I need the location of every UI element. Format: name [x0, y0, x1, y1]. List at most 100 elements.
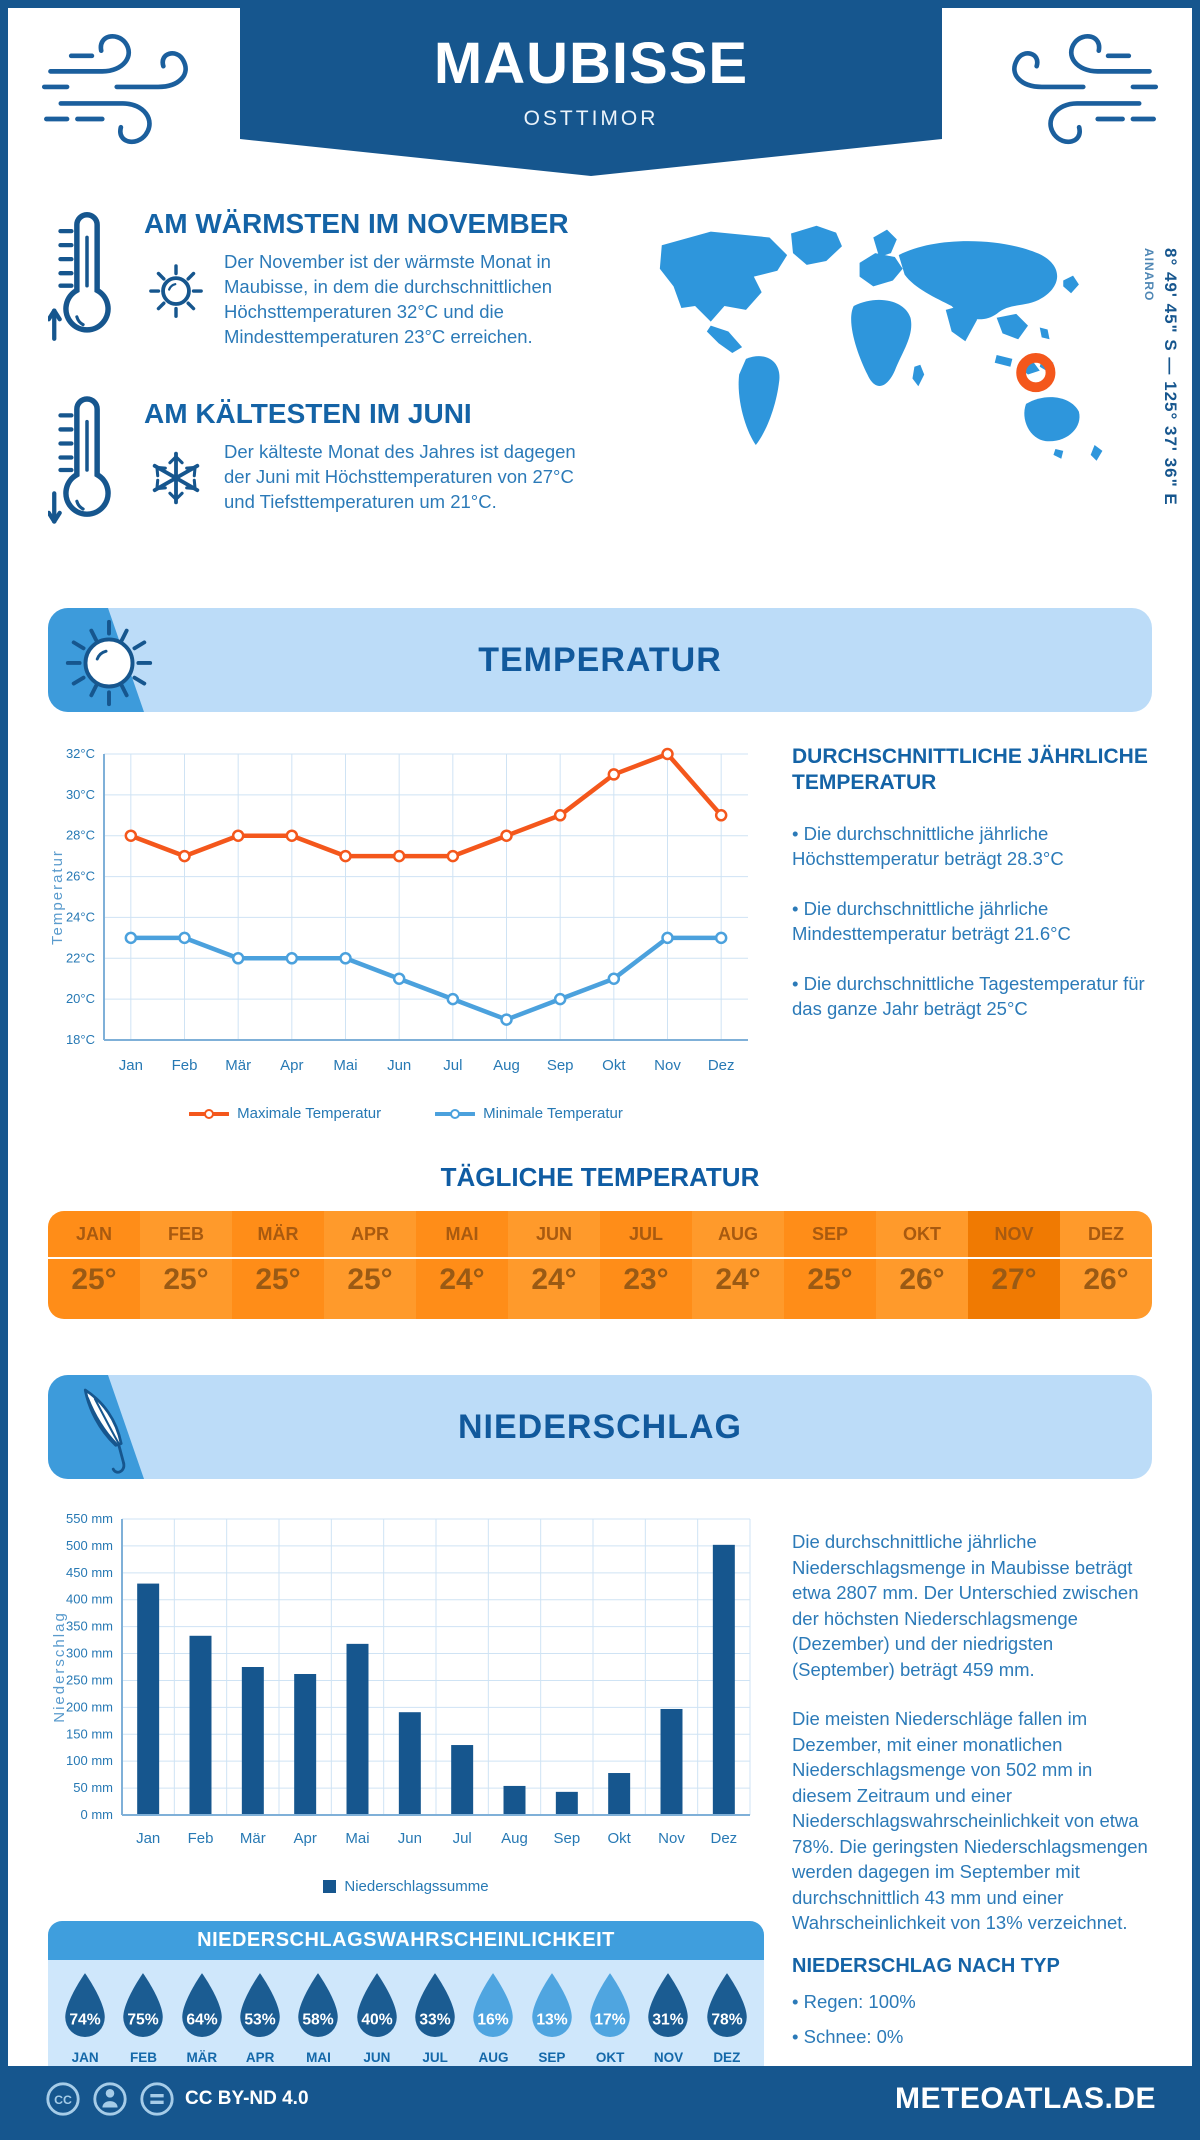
svg-text:300 mm: 300 mm — [66, 1646, 113, 1661]
daily-temp-value: 25° — [347, 1263, 393, 1296]
precipitation-probability-box: NIEDERSCHLAGSWAHRSCHEINLICHKEIT 74% JAN 75… — [48, 1921, 764, 2079]
svg-text:58%: 58% — [303, 2011, 334, 2028]
svg-text:Nov: Nov — [658, 1830, 685, 1847]
cc-icon: CC — [46, 2082, 80, 2116]
svg-text:500 mm: 500 mm — [66, 1538, 113, 1553]
svg-text:Mär: Mär — [240, 1830, 266, 1847]
temperature-banner: TEMPERATUR — [48, 608, 1152, 712]
precipitation-banner: NIEDERSCHLAG — [48, 1375, 1152, 1479]
svg-text:50 mm: 50 mm — [73, 1780, 113, 1795]
table-divider — [48, 1257, 1152, 1259]
precipitation-text: Die durchschnittliche jährliche Niedersc… — [792, 1529, 1152, 1936]
precipitation-chart: 0 mm 50 mm 100 mm 150 mm 200 mm 250 mm 300 mm 3… — [51, 1511, 751, 1847]
precipitation-section: 0 mm 50 mm 100 mm 150 mm 200 mm 250 mm 300 mm 3… — [48, 1505, 1152, 2079]
probability-droplet: 40% JUN — [348, 1972, 406, 2065]
month-label: FEB — [129, 2050, 157, 2065]
svg-text:Mär: Mär — [225, 1057, 251, 1074]
svg-text:30°C: 30°C — [66, 787, 95, 802]
svg-text:250 mm: 250 mm — [66, 1672, 113, 1687]
svg-text:Dez: Dez — [708, 1057, 735, 1074]
svg-text:Nov: Nov — [654, 1057, 681, 1074]
svg-text:150 mm: 150 mm — [66, 1726, 113, 1741]
precipitation-type-list: • Regen: 100% • Schnee: 0% — [792, 1989, 1152, 2050]
probability-droplet: 33% JUL — [406, 1972, 464, 2065]
svg-text:Jan: Jan — [136, 1830, 160, 1847]
svg-text:200 mm: 200 mm — [66, 1699, 113, 1714]
svg-text:Feb: Feb — [188, 1830, 214, 1847]
daily-temp-value: 24° — [439, 1263, 485, 1296]
daily-temp-value: 25° — [163, 1263, 209, 1296]
legend-item: Maximale Temperatur — [189, 1105, 381, 1122]
daily-temp-value: 23° — [623, 1263, 669, 1296]
wind-icon — [1012, 34, 1159, 145]
precipitation-type-item: • Schnee: 0% — [792, 2026, 904, 2048]
precipitation-type-item: • Regen: 100% — [792, 1990, 916, 2012]
wind-icon — [41, 34, 188, 145]
month-label: JUN — [535, 1224, 572, 1244]
precipitation-banner-title: NIEDERSCHLAG — [457, 1407, 743, 1446]
svg-text:450 mm: 450 mm — [66, 1565, 113, 1580]
daily-temperature-table: JAN 25° FEB 25° MÄR 25° APR 25° MAI 24° JUN 24° JUL 2… — [48, 1211, 1152, 1319]
month-label: JUL — [422, 2050, 448, 2065]
daily-temp-cell: OKT 26° — [876, 1211, 968, 1319]
month-label: DEZ — [713, 2050, 741, 2065]
daily-temp-cell: JAN 25° — [48, 1211, 140, 1319]
daily-temp-value: 25° — [255, 1263, 301, 1296]
probability-droplet: 58% MAI — [289, 1972, 347, 2065]
month-label: JAN — [75, 1224, 112, 1244]
svg-text:Jun: Jun — [398, 1830, 422, 1847]
probability-droplets: 74% JAN 75% FEB 64% MÄR 53% APR 58% MAI 40% JUN 33% J… — [48, 1960, 764, 2079]
sun-icon — [149, 264, 203, 318]
cc-attribution-icon — [93, 2082, 127, 2116]
month-label: NOV — [994, 1224, 1034, 1244]
svg-text:Sep: Sep — [547, 1057, 574, 1074]
svg-text:22°C: 22°C — [66, 950, 95, 965]
month-label: OKT — [903, 1224, 941, 1244]
precipitation-legend: Niederschlagssumme — [48, 1878, 764, 1895]
annual-temperature-heading: DURCHSCHNITTLICHE JÄHRLICHE TEMPERATUR — [792, 745, 1148, 795]
svg-text:CC: CC — [54, 2093, 72, 2107]
month-label: APR — [245, 2050, 275, 2065]
svg-text:Jul: Jul — [443, 1057, 462, 1074]
svg-text:0 mm: 0 mm — [81, 1807, 114, 1822]
month-label: DEZ — [1088, 1224, 1124, 1244]
svg-text:75%: 75% — [128, 2011, 159, 2028]
month-label: JUL — [628, 1224, 663, 1244]
daily-temp-value: 25° — [71, 1263, 117, 1296]
legend-item: Minimale Temperatur — [435, 1105, 623, 1122]
svg-text:33%: 33% — [419, 2011, 450, 2028]
daily-temp-cell: NOV 27° — [968, 1211, 1060, 1319]
daily-temp-value: 25° — [807, 1263, 853, 1296]
daily-temp-cell: JUL 23° — [600, 1211, 692, 1319]
probability-droplet: 75% FEB — [114, 1972, 172, 2065]
svg-text:Sep: Sep — [553, 1830, 580, 1847]
annual-temperature-bullets: • Die durchschnittliche jährliche Höchst… — [792, 821, 1152, 1022]
license-label: CC BY-ND 4.0 — [185, 2088, 309, 2109]
warmest-month-block: AM WÄRMSTEN IM NOVEMBER — [48, 202, 628, 350]
month-label: AUG — [718, 1224, 758, 1244]
daily-temp-cell: SEP 25° — [784, 1211, 876, 1319]
svg-text:40%: 40% — [361, 2011, 392, 2028]
svg-text:Apr: Apr — [280, 1057, 303, 1074]
month-label: MÄR — [257, 1224, 299, 1244]
month-label: SEP — [538, 2050, 566, 2065]
footer: CC CC BY-ND 4.0 METEOATLAS.DE — [8, 2066, 1192, 2132]
svg-text:17%: 17% — [594, 2011, 625, 2028]
snowflake-icon — [152, 451, 200, 505]
probability-droplet: 31% NOV — [639, 1972, 697, 2065]
svg-text:Apr: Apr — [293, 1830, 316, 1847]
svg-text:400 mm: 400 mm — [66, 1592, 113, 1607]
svg-text:64%: 64% — [186, 2011, 217, 2028]
page-header: MAUBISSE OSTTIMOR — [8, 8, 1192, 180]
temperature-bullet: • Die durchschnittliche Tagestemperatur … — [792, 972, 1145, 1020]
month-label: JAN — [71, 2050, 99, 2065]
precipitation-paragraph: Die meisten Niederschläge fallen im Deze… — [792, 1708, 1148, 1934]
probability-heading: NIEDERSCHLAGSWAHRSCHEINLICHKEIT — [48, 1921, 764, 1960]
daily-temp-cell: FEB 25° — [140, 1211, 232, 1319]
daily-temp-value: 27° — [991, 1263, 1037, 1296]
precipitation-type-heading: NIEDERSCHLAG NACH TYP — [792, 1954, 1060, 1977]
svg-text:26°C: 26°C — [66, 869, 95, 884]
month-label: AUG — [478, 2050, 509, 2065]
daily-temp-cell: DEZ 26° — [1060, 1211, 1152, 1319]
location-marker — [1016, 353, 1056, 393]
